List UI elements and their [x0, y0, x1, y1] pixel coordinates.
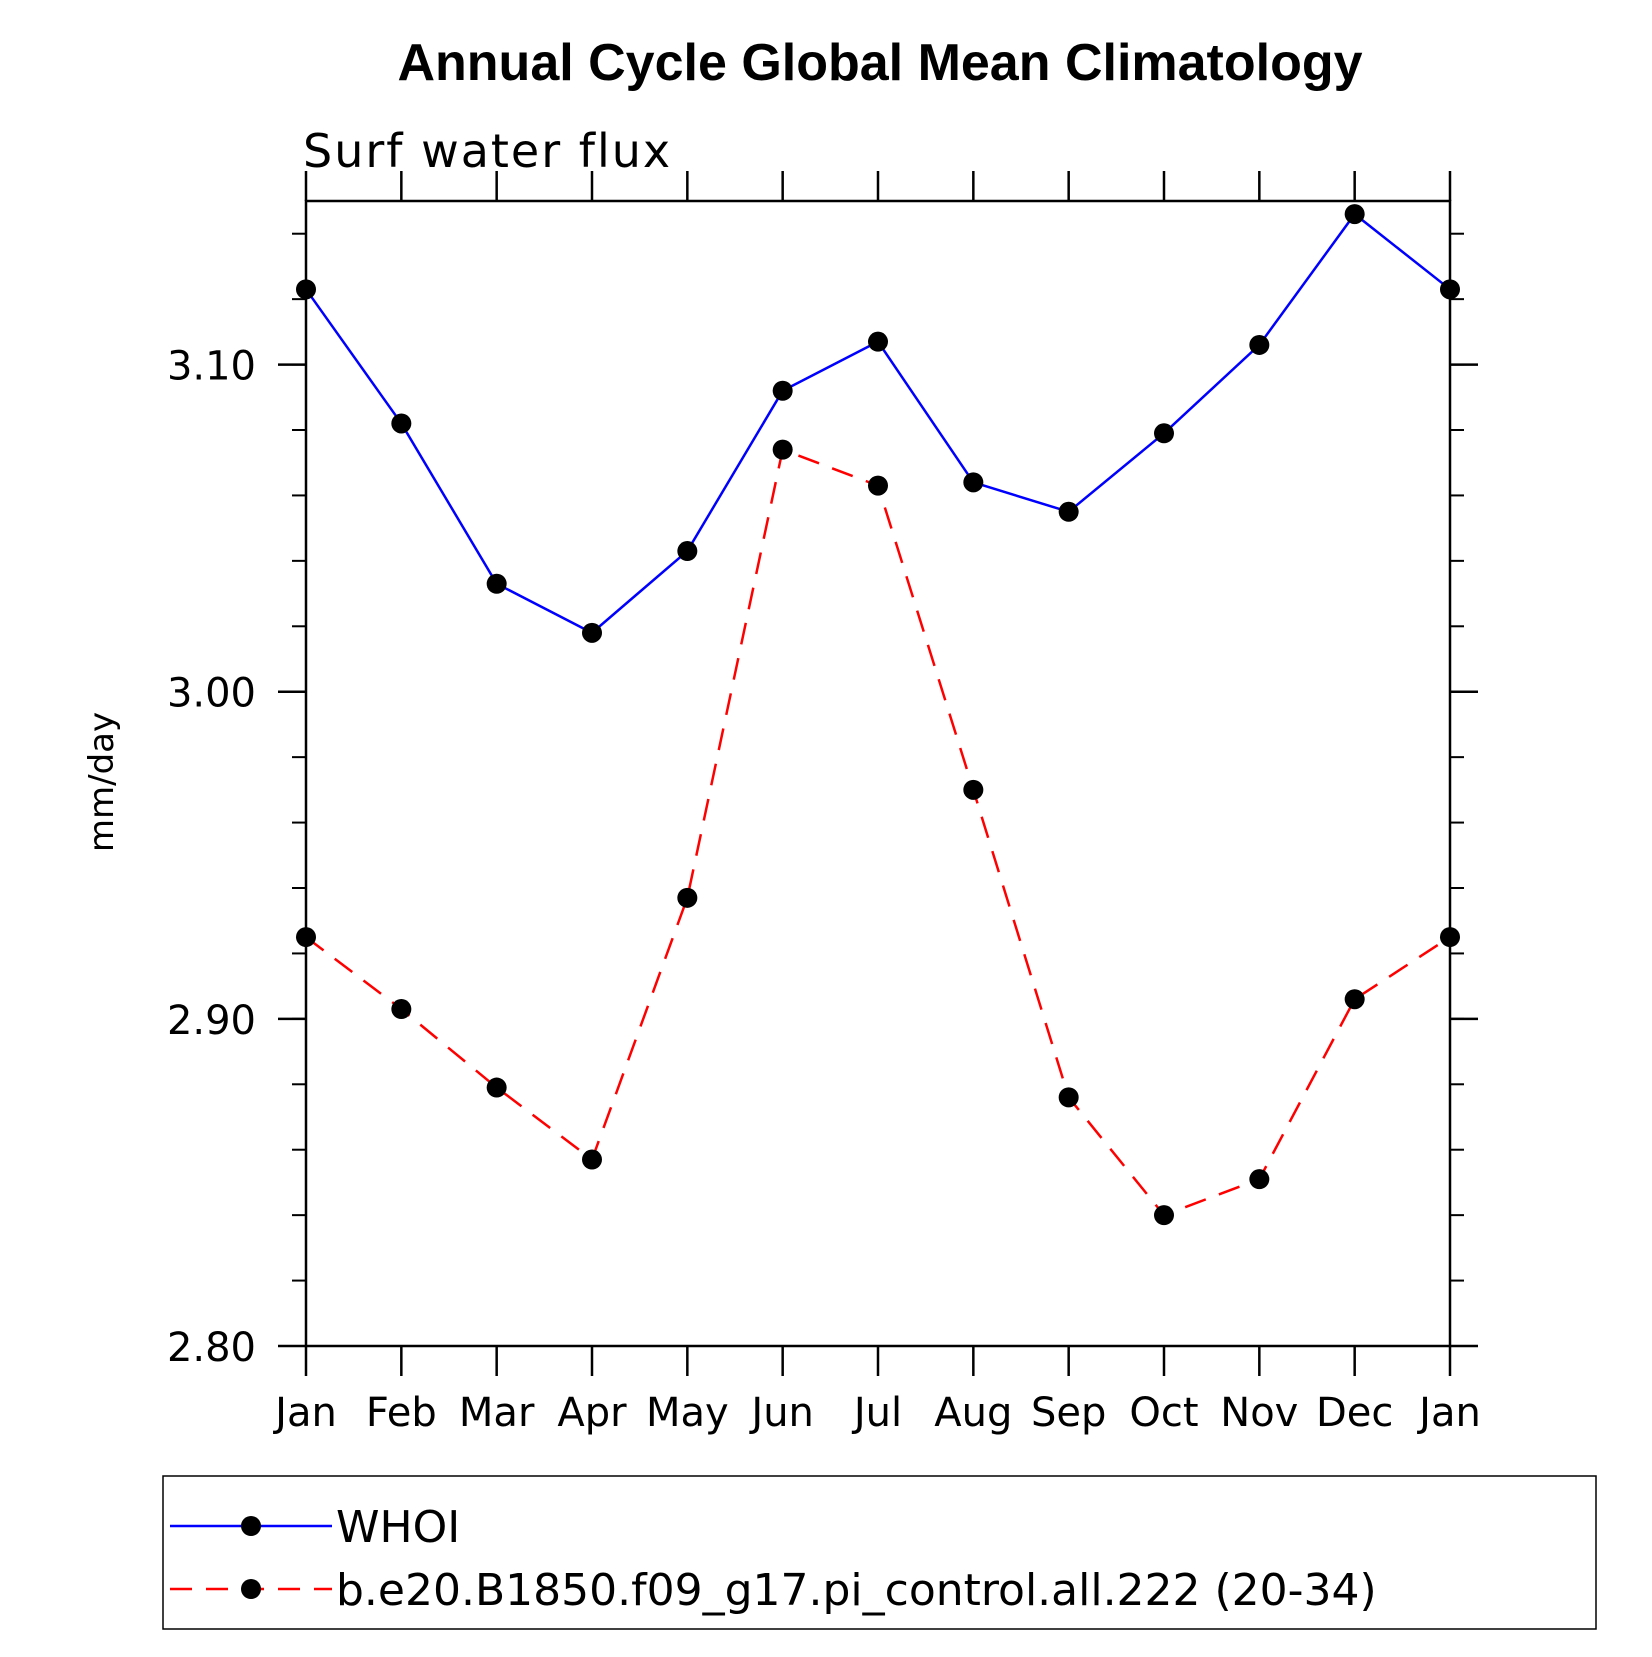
series-2-point: [391, 999, 412, 1020]
series-2-point: [1058, 1087, 1079, 1108]
series-1-point: [1154, 423, 1174, 444]
series-2-point: [677, 887, 698, 908]
series-1-point: [677, 541, 698, 562]
x-tick-label: Aug: [934, 1390, 1012, 1436]
series-2-point: [1344, 989, 1365, 1010]
chart-title: Annual Cycle Global Mean Climatology: [397, 34, 1362, 92]
legend-marker-1: [241, 1516, 261, 1536]
series-1-point: [1249, 334, 1270, 355]
legend-label-1: WHOI: [336, 1502, 460, 1553]
y-tick-label: 2.80: [167, 1325, 256, 1371]
legend: WHOI b.e20.B1850.f09_g17.pi_control.all.2…: [162, 1475, 1597, 1630]
x-tick-label: Dec: [1316, 1390, 1393, 1436]
axes: Jan Feb Mar Apr May Jun Jul Aug Sep Oct Nov Dec Jan 2…: [167, 171, 1481, 1436]
series-1-point: [296, 279, 316, 300]
series-1-point: [1440, 279, 1460, 300]
y-tick-label: 3.00: [167, 671, 256, 717]
series-1-point: [391, 413, 412, 434]
legend-box: [162, 1475, 1597, 1630]
y-tick-label: 3.10: [167, 344, 256, 390]
x-tick-label: Nov: [1220, 1390, 1298, 1436]
y-axis-label: mm/day: [82, 712, 122, 852]
x-tick-label: Oct: [1129, 1390, 1198, 1436]
series-line-1: [304, 212, 1451, 635]
series-1-point: [486, 573, 507, 594]
series-1-point: [772, 380, 793, 401]
series-1-point: [963, 472, 984, 493]
series-1-point: [1058, 501, 1079, 522]
series-2-point: [582, 1149, 602, 1170]
x-tick-label: Mar: [459, 1390, 535, 1436]
series-2-point: [963, 779, 984, 800]
series-1-point: [868, 331, 888, 352]
series-1-point: [582, 622, 602, 643]
x-tick-label: Apr: [557, 1390, 627, 1436]
y-tick-label: 2.90: [167, 998, 256, 1044]
x-tick-label: Jul: [851, 1390, 902, 1436]
series-2-point: [772, 439, 793, 460]
series-2-point: [868, 475, 888, 496]
plot-frame: [304, 199, 1452, 1348]
series-2-point: [486, 1077, 507, 1098]
x-tick-label: Jan: [1416, 1390, 1481, 1436]
x-tick-label: Feb: [366, 1390, 437, 1436]
series-1-point: [1344, 204, 1365, 225]
x-tick-label: May: [646, 1390, 729, 1436]
series-2-point: [1154, 1205, 1174, 1226]
series-group: [296, 204, 1460, 1226]
series-line-2: [305, 447, 1451, 1217]
x-tick-label: Jan: [272, 1390, 337, 1436]
legend-marker-2: [241, 1579, 261, 1599]
x-tick-label: Jun: [748, 1390, 814, 1436]
series-2-point: [1440, 927, 1460, 948]
series-2-point: [1249, 1169, 1270, 1190]
chart-subtitle: Surf water flux: [303, 124, 672, 178]
series-2-point: [296, 927, 316, 948]
legend-label-2: b.e20.B1850.f09_g17.pi_control.all.222 (…: [336, 1565, 1377, 1616]
x-tick-label: Sep: [1031, 1390, 1106, 1436]
